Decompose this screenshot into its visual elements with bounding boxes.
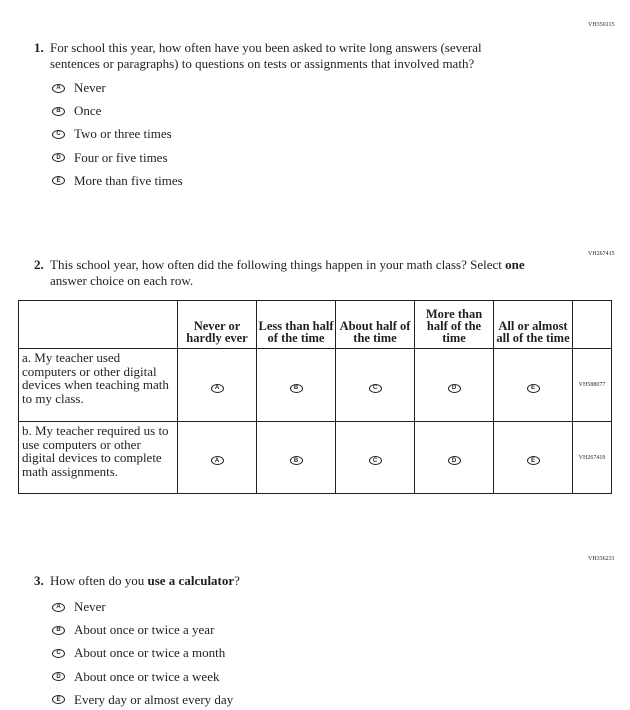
column-header: About half of the time xyxy=(335,300,415,349)
option-label: About once or twice a month xyxy=(74,645,226,661)
question-text-end: answer choice on each row. xyxy=(50,273,194,288)
question-text: How often do you xyxy=(50,573,148,588)
column-header: Never or hardly ever xyxy=(177,300,257,349)
answer-option[interactable]: A Never xyxy=(52,80,106,96)
option-label: Every day or almost every day xyxy=(74,691,234,707)
question-1: 1. For school this year, how often have y… xyxy=(34,40,534,72)
answer-bubble-icon[interactable]: D xyxy=(52,672,65,682)
question-number: 2. xyxy=(34,257,44,272)
answer-bubble-b[interactable]: B xyxy=(289,383,303,393)
option-label: Once xyxy=(74,103,102,119)
question-number: 1. xyxy=(34,40,44,55)
column-header: More than half of the time xyxy=(414,300,494,349)
answer-bubble-icon[interactable]: C xyxy=(52,648,65,658)
blank-header xyxy=(18,300,178,349)
answer-bubble-d[interactable]: D xyxy=(447,456,461,465)
answer-option[interactable]: D Four or five times xyxy=(52,150,168,166)
answer-option[interactable]: B About once or twice a year xyxy=(52,622,214,638)
answer-bubble-e[interactable]: E xyxy=(526,383,540,393)
option-label: About once or twice a year xyxy=(74,622,215,638)
answer-bubble-icon[interactable]: E xyxy=(52,695,65,705)
answer-bubble-a[interactable]: A xyxy=(210,383,224,393)
answer-option[interactable]: C Two or three times xyxy=(52,126,172,142)
answer-bubble-d[interactable]: D xyxy=(447,383,461,393)
table-row: b. My teacher required us to use compute… xyxy=(18,421,612,494)
question-text-end: ? xyxy=(234,573,240,588)
question-text: This school year, how often did the foll… xyxy=(50,257,506,272)
option-label: Never xyxy=(74,599,106,614)
answer-option[interactable]: C About once or twice a month xyxy=(52,645,225,661)
item-code: VH350115 xyxy=(588,22,615,28)
answer-bubble-icon[interactable]: B xyxy=(52,625,65,635)
answer-option[interactable]: B Once xyxy=(52,103,101,119)
item-code: VH267415 xyxy=(588,251,615,257)
column-header: Less than half of the time xyxy=(256,300,336,349)
answer-bubble-icon[interactable]: A xyxy=(52,602,65,612)
answer-option[interactable]: A Never xyxy=(52,599,106,615)
answer-bubble-icon[interactable]: C xyxy=(52,129,65,139)
answer-bubble-icon[interactable]: E xyxy=(52,176,65,186)
option-label: Four or five times xyxy=(74,149,168,165)
row-label: a. My teacher used computers or other di… xyxy=(18,348,178,422)
row-code: VH267419 xyxy=(572,421,612,494)
table-row: a. My teacher used computers or other di… xyxy=(18,348,612,422)
option-label: Never xyxy=(74,80,106,95)
answer-bubble-icon[interactable]: B xyxy=(52,106,65,116)
answer-option[interactable]: E Every day or almost every day xyxy=(52,692,233,708)
option-label: Two or three times xyxy=(74,126,172,142)
question-3: 3. How often do you use a calculator? xyxy=(34,573,554,589)
answer-option[interactable]: D About once or twice a week xyxy=(52,669,219,685)
code-header xyxy=(572,300,612,349)
option-label: About once or twice a week xyxy=(74,668,220,684)
answer-bubble-c[interactable]: C xyxy=(368,456,382,465)
answer-bubble-b[interactable]: B xyxy=(289,456,303,465)
answer-bubble-a[interactable]: A xyxy=(210,456,224,465)
frequency-grid: Never or hardly ever Less than half of t… xyxy=(18,300,612,494)
column-header: All or almost all of the time xyxy=(493,300,573,349)
answer-bubble-icon[interactable]: A xyxy=(52,83,65,93)
item-code: VH336231 xyxy=(588,556,615,562)
answer-option[interactable]: E More than five times xyxy=(52,173,183,189)
question-emphasis: one xyxy=(505,257,525,272)
answer-bubble-icon[interactable]: D xyxy=(52,153,65,163)
answer-bubble-c[interactable]: C xyxy=(368,383,382,393)
row-code: VH588077 xyxy=(572,348,612,422)
question-text: For school this year, how often have you… xyxy=(50,40,482,71)
question-number: 3. xyxy=(34,573,44,588)
question-2: 2. This school year, how often did the fo… xyxy=(34,257,554,289)
row-label: b. My teacher required us to use compute… xyxy=(18,421,178,494)
answer-bubble-e[interactable]: E xyxy=(526,456,540,465)
question-emphasis: use a calculator xyxy=(147,573,235,588)
option-label: More than five times xyxy=(74,172,183,188)
